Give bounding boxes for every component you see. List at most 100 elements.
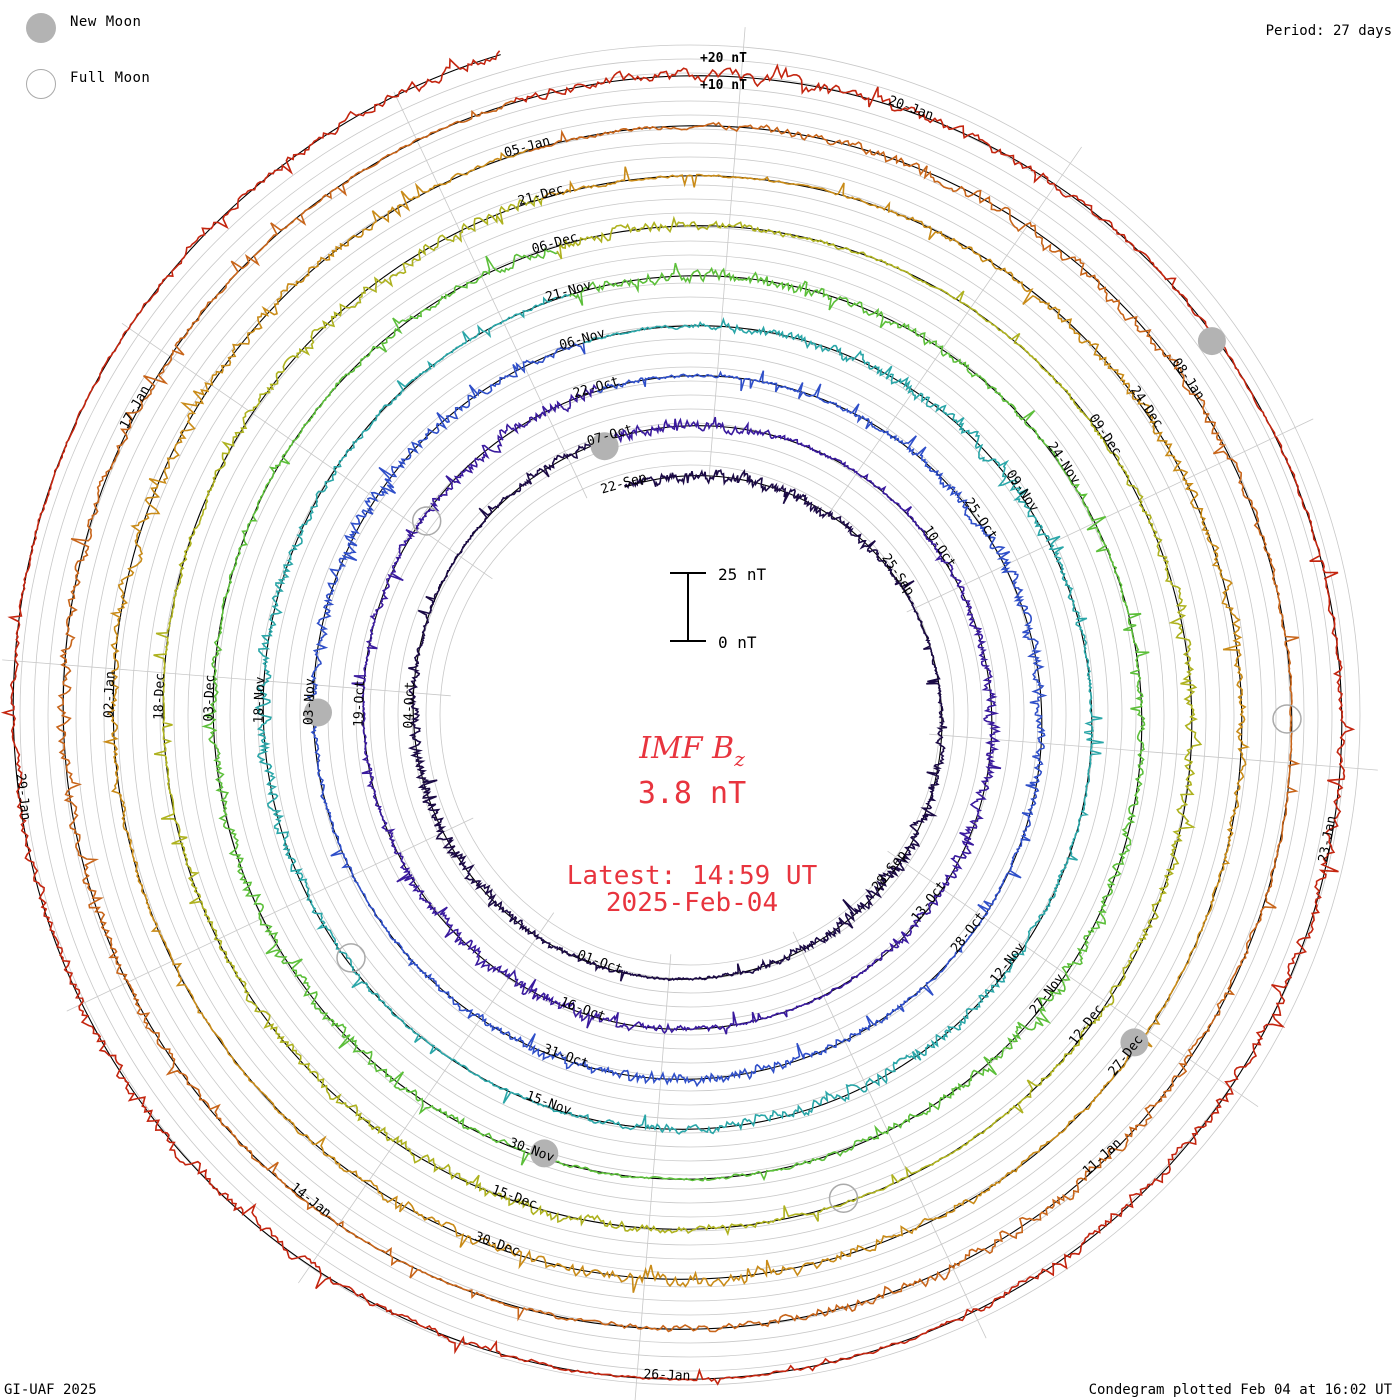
date-label: 08-Jan: [1169, 356, 1208, 403]
date-label: 28-Oct: [948, 910, 989, 956]
new-moon-marker: [530, 1139, 559, 1168]
current-value: 3.8 nT: [638, 776, 746, 811]
grid-ring: [383, 408, 997, 1022]
grid-ring: [369, 394, 1011, 1036]
date-label: 03-Dec: [201, 674, 218, 721]
date-label: 30-Nov: [507, 1135, 556, 1165]
date-label: 22-Oct: [571, 374, 620, 401]
grid-ring: [299, 324, 1081, 1106]
baseline-spiral: [112, 150, 1243, 1280]
date-label: 20-Jan: [886, 93, 935, 123]
grid-spoke: [906, 418, 1314, 613]
new-moon-marker: [1197, 327, 1226, 356]
plotted-label: Condegram plotted Feb 04 at 16:02 UT: [1088, 1382, 1392, 1398]
grid-spoke: [929, 733, 1378, 771]
date-label: 02-Jan: [102, 671, 119, 718]
grid-spoke: [121, 323, 493, 580]
date-label: 03-Nov: [301, 678, 318, 726]
credit-label: GI-UAF 2025: [4, 1382, 97, 1398]
rotation-trace-4: [201, 247, 1150, 1182]
baseline-spiral: [312, 342, 1043, 1080]
date-label: 11-Jan: [1080, 1136, 1125, 1179]
grid-spoke: [393, 91, 588, 499]
date-label: 18-Nov: [251, 676, 268, 724]
latest-time: Latest: 14:59 UT: [567, 861, 818, 891]
rotation-trace-7: [55, 100, 1301, 1333]
date-label: 09-Nov: [1003, 467, 1042, 514]
grid-spoke: [708, 27, 746, 476]
date-label: 10-Oct: [920, 523, 959, 570]
grid-ring: [117, 142, 1263, 1288]
rotation-trace-5: [153, 194, 1203, 1237]
date-label: 15-Nov: [524, 1088, 573, 1118]
date-label: 12-Nov: [988, 940, 1029, 986]
grid-ring: [131, 156, 1249, 1274]
moon-markers: [304, 327, 1302, 1213]
date-label: 14-Jan: [288, 1180, 334, 1221]
date-label: 15-Dec: [490, 1182, 539, 1212]
new-moon-marker: [590, 432, 619, 461]
grid-ring: [145, 170, 1235, 1260]
date-label: 19-Oct: [351, 680, 368, 727]
rotation-trace-0: [407, 437, 948, 982]
rotation-trace-2: [306, 343, 1048, 1088]
grid-spoke: [2, 659, 451, 697]
new-moon-icon: [26, 13, 56, 43]
date-label: 18-Dec: [151, 673, 168, 720]
full-moon-icon: [26, 69, 56, 99]
date-label: 21-Nov: [544, 278, 593, 305]
full-moon-marker: [828, 1183, 859, 1213]
scale-bar-top-label: 25 nT: [718, 565, 767, 584]
ring-scale-label-20: +20 nT: [700, 51, 747, 66]
grid-ring: [285, 310, 1095, 1120]
full-moon-label: Full Moon: [70, 70, 151, 86]
chart-title: IMF Bz: [638, 731, 745, 771]
data-traces: [0, 50, 1356, 1386]
scale-bar-bottom-label: 0 nT: [718, 633, 757, 652]
grid-ring: [33, 58, 1347, 1372]
new-moon-label: New Moon: [70, 14, 142, 30]
date-label: 01-Oct: [575, 948, 624, 978]
grid-spoke: [887, 850, 1259, 1107]
ring-scale-label-10: +10 nT: [700, 78, 747, 93]
date-label: 29-Jan: [12, 773, 33, 821]
grid-ring: [411, 436, 969, 994]
grid-ring: [201, 226, 1179, 1204]
grid-ring: [89, 114, 1291, 1316]
grid-ring: [355, 380, 1025, 1050]
rotation-trace-6: [102, 148, 1250, 1293]
grid-ring: [229, 254, 1151, 1176]
latest-date: 2025-Feb-04: [606, 888, 778, 918]
date-label: 12-Dec: [1066, 1002, 1107, 1048]
grid-spoke: [792, 931, 987, 1339]
new-moon-marker: [304, 698, 332, 727]
baseline-spiral: [62, 102, 1293, 1330]
date-label: 30-Dec: [473, 1229, 522, 1259]
date-label: 04-Oct: [401, 681, 418, 728]
date-label: 17-Jan: [117, 383, 153, 431]
grid-ring: [439, 464, 941, 966]
rotation-trace-3: [254, 293, 1104, 1135]
date-label: 23-Jan: [1316, 815, 1340, 864]
rotation-trace-1: [351, 383, 1002, 1035]
date-label: 09-Dec: [1086, 411, 1125, 458]
grid-ring: [159, 184, 1221, 1246]
grid-ring: [243, 268, 1137, 1162]
grid-ring: [19, 44, 1361, 1386]
baseline-spiral: [262, 294, 1093, 1130]
full-moon-marker: [1272, 704, 1302, 734]
date-label: 25-Sep: [878, 551, 917, 598]
period-label: Period: 27 days: [1265, 23, 1392, 39]
grid-ring: [215, 240, 1165, 1190]
full-moon-marker: [336, 943, 366, 973]
grid-spoke: [66, 817, 474, 1012]
rotation-trace-8: [0, 50, 1356, 1386]
grid-ring: [47, 72, 1333, 1358]
full-moon-marker: [411, 506, 442, 536]
grid-rings: [19, 44, 1361, 1386]
grid-ring: [271, 296, 1109, 1134]
new-moon-marker: [1120, 1028, 1149, 1057]
grid-ring: [397, 422, 983, 1008]
date-label: 26-Jan: [643, 1367, 690, 1384]
